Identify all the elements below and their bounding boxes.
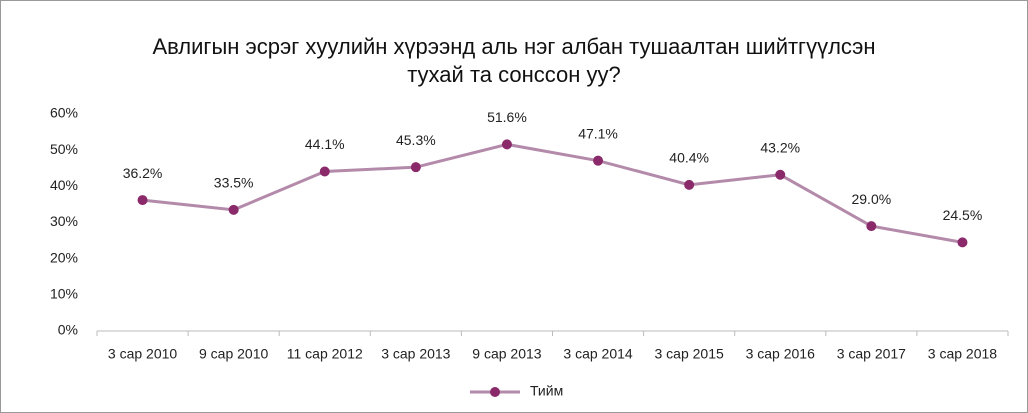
data-label: 33.5% <box>214 175 254 191</box>
data-point <box>866 221 877 232</box>
x-tick-label: 3 сар 2018 <box>928 346 997 362</box>
legend-label: Тийм <box>530 383 563 399</box>
data-point <box>957 237 968 248</box>
y-tick-label: 50% <box>50 141 78 157</box>
y-tick-label: 10% <box>50 286 78 302</box>
y-tick-label: 40% <box>50 177 78 193</box>
data-label: 51.6% <box>487 109 527 125</box>
series-line <box>142 142 963 244</box>
y-tick-label: 20% <box>50 249 78 265</box>
legend-marker <box>490 387 500 397</box>
data-label: 45.3% <box>396 132 436 148</box>
x-tick-label: 9 сар 2010 <box>199 346 268 362</box>
x-tick-label: 3 сар 2017 <box>837 346 906 362</box>
data-label: 44.1% <box>305 136 345 152</box>
data-point <box>775 169 786 180</box>
x-tick-label: 3 сар 2015 <box>655 346 724 362</box>
data-label: 24.5% <box>943 207 983 223</box>
x-tick-label: 11 сар 2012 <box>287 346 363 362</box>
data-point <box>501 139 512 150</box>
data-point <box>593 155 604 166</box>
data-label: 29.0% <box>851 191 891 207</box>
data-point <box>137 195 148 206</box>
x-tick-label: 3 сар 2014 <box>563 346 632 362</box>
x-tick-label: 3 сар 2013 <box>381 346 450 362</box>
y-tick-label: 60% <box>50 105 78 121</box>
x-tick-label: 3 сар 2010 <box>108 346 177 362</box>
chart-title: тухай та сонссон уу? <box>407 62 621 87</box>
data-label: 47.1% <box>578 125 618 141</box>
data-label: 43.2% <box>760 139 800 155</box>
y-tick-label: 30% <box>50 213 78 229</box>
x-tick-label: 3 сар 2016 <box>746 346 815 362</box>
data-point <box>684 179 695 190</box>
data-point <box>410 162 421 173</box>
y-tick-label: 0% <box>58 322 78 338</box>
data-label: 36.2% <box>123 165 163 181</box>
data-point <box>228 204 239 215</box>
data-label: 40.4% <box>669 150 709 166</box>
data-point <box>319 166 330 177</box>
x-tick-label: 9 сар 2013 <box>472 346 541 362</box>
chart-title: Авлигын эсрэг хуулийн хүрээнд аль нэг ал… <box>152 34 875 59</box>
